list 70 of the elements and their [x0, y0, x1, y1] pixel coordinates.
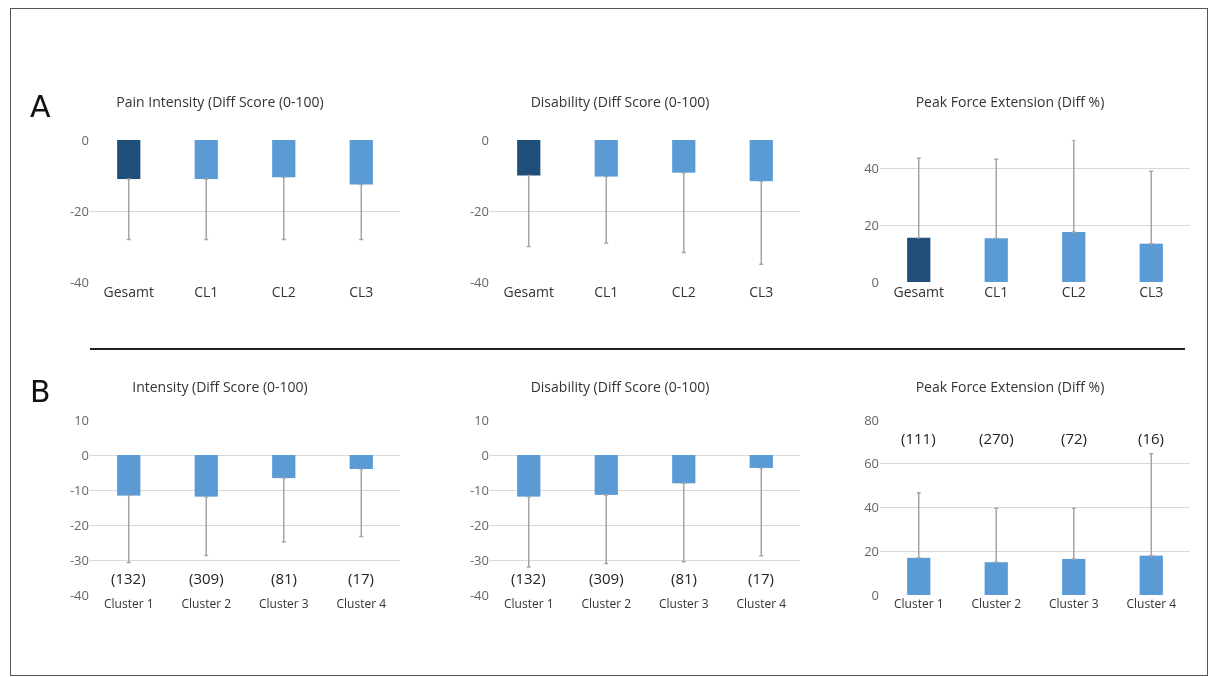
y-tick-label: 40 — [864, 498, 879, 517]
y-tick-label: -30 — [469, 550, 489, 569]
y-tick-label: 20 — [864, 541, 879, 560]
y-tick-label: 10 — [74, 410, 89, 429]
annotation: (81) — [671, 568, 698, 588]
y-tick-label: 40 — [864, 158, 879, 177]
y-tick-label: 60 — [864, 454, 879, 473]
x-tick-label: CL1 — [984, 282, 1009, 301]
y-tick-label: -30 — [69, 550, 89, 569]
y-tick-label: -20 — [69, 201, 89, 220]
annotation: (17) — [748, 568, 775, 588]
x-tick-label: CL2 — [1061, 282, 1086, 301]
y-tick-label: -10 — [69, 480, 89, 499]
annotation: (132) — [111, 568, 146, 588]
x-tick-label: Cluster 1 — [503, 595, 554, 612]
annotation: (309) — [589, 568, 624, 588]
x-tick-label: Cluster 2 — [581, 595, 632, 612]
y-tick-label: 0 — [81, 445, 89, 464]
x-tick-label: Cluster 2 — [181, 595, 232, 612]
x-tick-label: Cluster 2 — [971, 595, 1022, 612]
annotation: (270) — [979, 428, 1014, 448]
annotation: (81) — [271, 568, 298, 588]
x-tick-label: Cluster 3 — [1048, 595, 1099, 612]
x-tick-label: CL2 — [671, 282, 696, 301]
annotation: (111) — [901, 428, 936, 448]
chart-title: Disability (Diff Score (0-100) — [530, 376, 710, 396]
x-tick-label: Gesamt — [503, 282, 554, 301]
y-tick-label: 10 — [474, 410, 489, 429]
y-tick-label: -40 — [69, 272, 89, 291]
y-tick-label: 0 — [81, 130, 89, 149]
x-tick-label: Cluster 3 — [658, 595, 709, 612]
x-tick-label: Cluster 4 — [1126, 595, 1177, 612]
x-tick-label: Cluster 1 — [103, 595, 154, 612]
chart-title: Peak Force Extension (Diff %) — [915, 91, 1105, 111]
y-tick-label: 0 — [481, 445, 489, 464]
text: B — [30, 374, 51, 409]
x-tick-label: CL1 — [194, 282, 219, 301]
text: A — [30, 89, 51, 124]
y-tick-label: -20 — [69, 515, 89, 534]
y-tick-label: 0 — [871, 585, 879, 604]
x-tick-label: Gesamt — [893, 282, 944, 301]
y-tick-label: -10 — [469, 480, 489, 499]
x-tick-label: Cluster 3 — [258, 595, 309, 612]
y-tick-label: -20 — [469, 515, 489, 534]
y-tick-label: -40 — [69, 585, 89, 604]
x-tick-label: CL3 — [349, 282, 374, 301]
chart-title: Disability (Diff Score (0-100) — [530, 91, 710, 111]
y-tick-label: 0 — [481, 130, 489, 149]
y-tick-label: 20 — [864, 215, 879, 234]
x-tick-label: CL1 — [594, 282, 619, 301]
x-tick-label: CL3 — [1139, 282, 1164, 301]
y-tick-label: -40 — [469, 272, 489, 291]
annotation: (72) — [1061, 428, 1088, 448]
chart-title: Pain Intensity (Diff Score (0-100) — [116, 91, 324, 111]
x-tick-label: Cluster 4 — [736, 595, 787, 612]
y-tick-label: 0 — [871, 272, 879, 291]
x-tick-label: CL2 — [271, 282, 296, 301]
chart-title: Intensity (Diff Score (0-100) — [132, 376, 308, 396]
y-tick-label: -20 — [469, 201, 489, 220]
chart-title: Peak Force Extension (Diff %) — [915, 376, 1105, 396]
x-tick-label: CL3 — [749, 282, 774, 301]
annotation: (16) — [1138, 428, 1165, 448]
x-tick-label: Cluster 4 — [336, 595, 387, 612]
y-tick-label: -40 — [469, 585, 489, 604]
annotation: (309) — [189, 568, 224, 588]
x-tick-label: Cluster 1 — [893, 595, 944, 612]
annotation: (17) — [348, 568, 375, 588]
annotation: (132) — [511, 568, 546, 588]
x-tick-label: Gesamt — [103, 282, 154, 301]
y-tick-label: 80 — [864, 410, 879, 429]
